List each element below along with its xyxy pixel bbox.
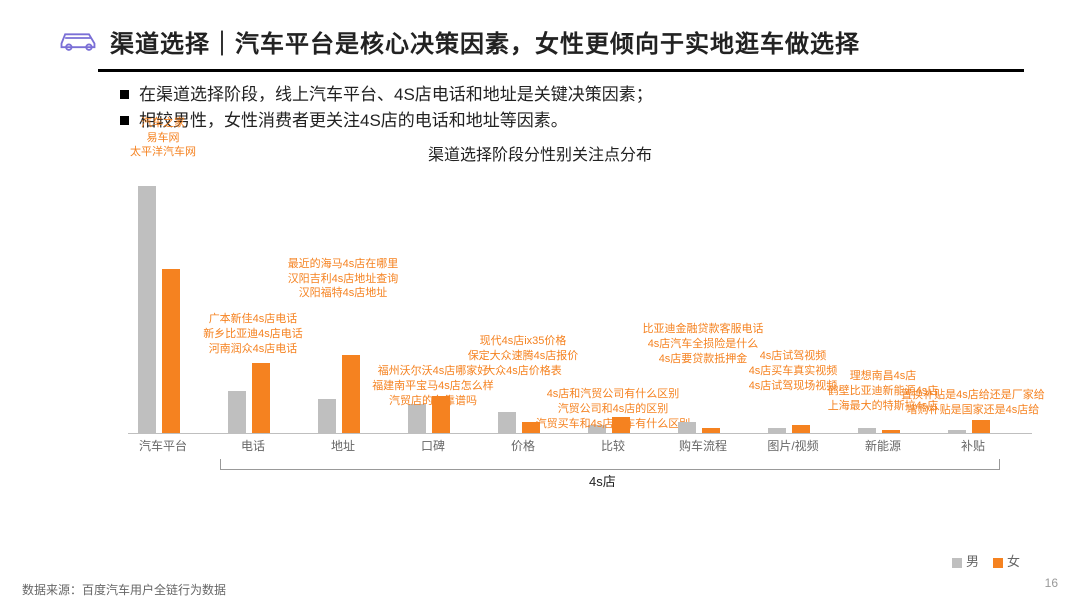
legend-swatch-female bbox=[993, 558, 1003, 568]
bar-female bbox=[972, 420, 990, 433]
category-label: 补贴 bbox=[933, 437, 1013, 454]
legend-swatch-male bbox=[952, 558, 962, 568]
title-rule bbox=[98, 69, 1024, 72]
bracket bbox=[220, 459, 1000, 470]
bar-annotation: 现代4s店ix35价格 保定大众速腾4s店报价 大众4s店价格表 bbox=[443, 334, 603, 379]
bar-annotation: 4s店和汽贸公司有什么区别 汽贸公司和4s店的区别 汽贸买车和4s店买车有什么区… bbox=[533, 387, 693, 432]
plot-area: 汽车之家 易车网 太平洋汽车网广本新佳4s店电话 新乡比亚迪4s店电话 河南润众… bbox=[128, 173, 1032, 434]
bullet-list: 在渠道选择阶段，线上汽车平台、4S店电话和地址是关键决策因素； 相较男性，女性消… bbox=[120, 82, 1080, 135]
bar-annotation: 最近的海马4s店在哪里 汉阳吉利4s店地址查询 汉阳福特4s店地址 bbox=[263, 257, 423, 302]
page-number: 16 bbox=[1045, 576, 1058, 590]
chart-legend: 男 女 bbox=[952, 551, 1020, 570]
bullet-marker bbox=[120, 90, 129, 99]
category-label: 地址 bbox=[303, 437, 383, 454]
bullet-text: 在渠道选择阶段，线上汽车平台、4S店电话和地址是关键决策因素； bbox=[139, 82, 653, 108]
legend-label-female: 女 bbox=[1007, 554, 1020, 569]
bar-male bbox=[318, 399, 336, 433]
bar-annotation: 置换补贴是4s店给还是厂家给 增购补贴是国家还是4s店给 bbox=[893, 388, 1053, 418]
bar-chart: 汽车之家 易车网 太平洋汽车网广本新佳4s店电话 新乡比亚迪4s店电话 河南润众… bbox=[128, 173, 1032, 513]
bar-male bbox=[768, 428, 786, 433]
bar-male bbox=[228, 391, 246, 433]
category-label: 口碑 bbox=[393, 437, 473, 454]
data-source: 数据来源：百度汽车用户全链行为数据 bbox=[22, 581, 226, 598]
category-label: 电话 bbox=[213, 437, 293, 454]
bar-female bbox=[792, 425, 810, 433]
bar-female bbox=[882, 430, 900, 433]
bar-annotation: 广本新佳4s店电话 新乡比亚迪4s店电话 河南润众4s店电话 bbox=[173, 312, 333, 357]
bracket-label: 4s店 bbox=[589, 471, 616, 490]
category-label: 比较 bbox=[573, 437, 653, 454]
bar-male bbox=[498, 412, 516, 433]
category-label: 图片/视频 bbox=[753, 437, 833, 454]
bar-male bbox=[678, 422, 696, 432]
bar-male bbox=[858, 428, 876, 433]
bar-annotation: 汽车之家 易车网 太平洋汽车网 bbox=[83, 116, 243, 161]
category-label: 新能源 bbox=[843, 437, 923, 454]
bar-male bbox=[138, 186, 156, 433]
category-label: 购车流程 bbox=[663, 437, 743, 454]
page-title: 渠道选择｜汽车平台是核心决策因素，女性更倾向于实地逛车做选择 bbox=[110, 24, 860, 59]
bar-female bbox=[252, 363, 270, 433]
car-icon bbox=[56, 27, 100, 57]
category-label: 价格 bbox=[483, 437, 563, 454]
category-label: 汽车平台 bbox=[123, 437, 203, 454]
title-bar: 渠道选择｜汽车平台是核心决策因素，女性更倾向于实地逛车做选择 bbox=[0, 0, 1080, 65]
bar-male bbox=[948, 430, 966, 433]
legend-label-male: 男 bbox=[966, 554, 979, 569]
bar-female bbox=[702, 428, 720, 433]
